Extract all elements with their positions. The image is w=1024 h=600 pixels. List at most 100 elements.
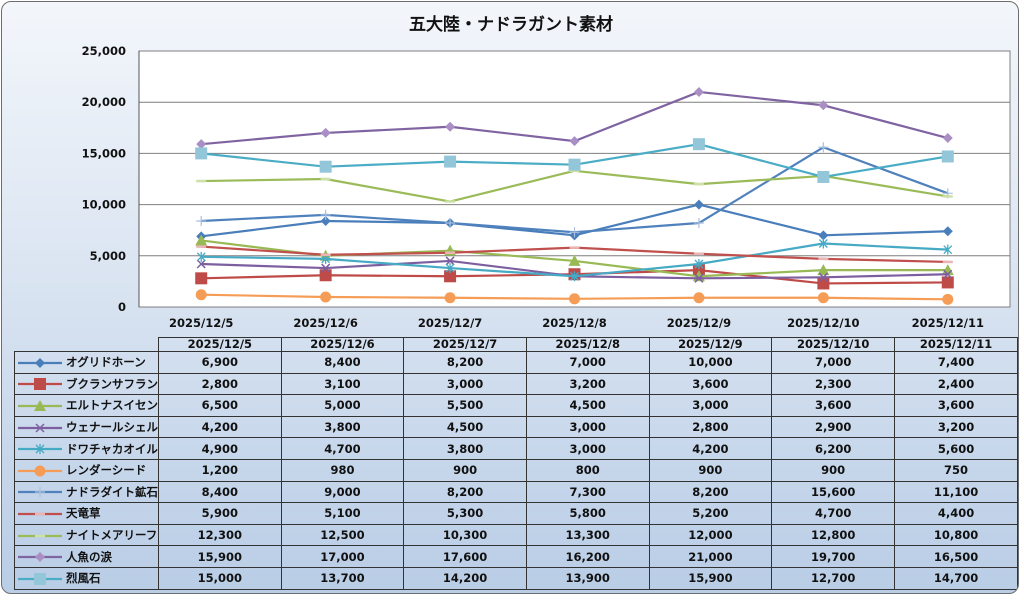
table-cell: 4,900 — [158, 437, 282, 460]
series-legend-cell: オグリドホーン — [14, 351, 159, 374]
data-point — [320, 127, 331, 138]
table-cell: 7,400 — [894, 351, 1018, 374]
table-cell: 7,000 — [525, 351, 650, 374]
table-cell: 980 — [280, 458, 405, 482]
data-point — [444, 292, 456, 304]
table-cell: 6,200 — [771, 437, 896, 460]
table-cell: 7,000 — [771, 351, 896, 374]
data-point — [569, 227, 580, 238]
x-tick-label: 2025/12/7 — [418, 316, 482, 330]
data-point — [195, 272, 208, 285]
data-point — [941, 150, 954, 163]
data-point — [943, 269, 953, 279]
table-cell: 17,600 — [403, 545, 527, 568]
table-cell: 5,600 — [894, 437, 1018, 460]
data-point — [692, 138, 705, 151]
plot-area: 0 5,000 10,000 15,000 20,000 25,000 2025/12/5 2… — [82, 44, 1011, 330]
table-header-cell: 2025/12/8 — [525, 337, 650, 352]
series-legend-cell: レンダーシード — [14, 458, 159, 482]
data-point — [817, 170, 830, 183]
table-cell: 6,500 — [158, 394, 282, 417]
table-cell: 4,500 — [403, 415, 527, 439]
table-cell: 12,000 — [648, 523, 773, 547]
data-point — [942, 226, 953, 237]
data-point — [320, 291, 332, 303]
data-point — [196, 139, 207, 150]
data-point — [694, 273, 704, 283]
series-name: エルトナスイセン — [66, 398, 158, 413]
table-row: エルトナスイセン 6,500 5,000 5,500 4,500 3,000 3,600 3,… — [14, 394, 1018, 417]
data-point — [818, 238, 828, 249]
data-point — [444, 155, 457, 168]
legend-key-icon — [18, 399, 62, 411]
data-point — [445, 218, 456, 229]
table-cell: 5,300 — [403, 502, 527, 525]
table-cell: 2,300 — [771, 372, 896, 396]
table-cell: 10,000 — [648, 351, 773, 374]
table-cell: 5,000 — [280, 394, 405, 417]
series-legend-cell: ブクランサフラン — [14, 372, 159, 396]
table-cell: 5,200 — [648, 502, 773, 525]
table-row: 天竜草 5,900 5,100 5,300 5,800 5,200 4,700 4,400 — [14, 502, 1018, 525]
table-cell: 12,500 — [280, 523, 405, 547]
legend-key-marker — [35, 444, 45, 455]
table-cell: 2,800 — [158, 372, 282, 396]
data-table: 2025/12/5 2025/12/6 2025/12/7 2025/12/8 2025… — [14, 337, 1018, 590]
table-header-cell: 2025/12/11 — [894, 337, 1018, 352]
series-legend-cell: エルトナスイセン — [14, 394, 159, 417]
legend-marker — [35, 552, 45, 563]
legend-key-icon — [18, 534, 62, 537]
y-tick-label: 10,000 — [82, 198, 126, 212]
y-tick-label: 20,000 — [82, 95, 126, 109]
table-cell: 14,700 — [894, 566, 1018, 590]
data-point — [320, 209, 331, 220]
table-row: ドワチャカオイル 4,900 4,700 3,800 3,000 4,200 6,200 5,… — [14, 437, 1018, 460]
series-10 — [196, 86, 953, 150]
data-point — [817, 277, 830, 290]
table-cell: 1,200 — [158, 458, 282, 482]
legend-marker — [35, 444, 45, 455]
y-tick-label: 15,000 — [82, 146, 126, 160]
data-point — [568, 254, 581, 266]
legend-marker — [35, 423, 45, 433]
x-tick-label: 2025/12/9 — [667, 316, 731, 330]
series-name: ナイトメアリーフ — [66, 528, 158, 543]
data-point — [195, 234, 208, 246]
series-legend-cell: 烈風石 — [14, 566, 159, 590]
table-row: ウェナールシェル 4,200 3,800 4,500 3,000 2,800 2,900 3,… — [14, 415, 1018, 439]
data-point — [195, 289, 207, 301]
table-cell: 3,000 — [525, 437, 650, 460]
table-cell: 4,500 — [525, 394, 650, 417]
table-cell: 8,400 — [158, 480, 282, 504]
table-cell: 21,000 — [648, 545, 773, 568]
data-point — [818, 272, 828, 282]
legend-marker — [34, 572, 46, 585]
legend-key-marker — [35, 423, 45, 433]
table-cell: 4,700 — [280, 437, 405, 460]
data-point — [693, 199, 704, 210]
legend-marker — [35, 487, 45, 498]
series-7 — [196, 142, 953, 238]
data-point — [942, 133, 953, 144]
series-name: ウェナールシェル — [66, 420, 158, 435]
table-cell: 5,100 — [280, 502, 405, 525]
y-tick-label: 5,000 — [90, 249, 126, 263]
data-point — [693, 292, 705, 304]
legend-key-icon — [18, 465, 62, 477]
table-cell: 9,000 — [280, 480, 405, 504]
data-point — [445, 256, 455, 266]
table-cell: 8,200 — [403, 351, 527, 374]
data-point — [568, 158, 581, 171]
table-cell: 3,000 — [403, 372, 527, 396]
table-cell: 6,900 — [158, 351, 282, 374]
legend-marker — [34, 465, 46, 477]
table-cell: 19,700 — [771, 545, 896, 568]
series-legend-cell: 人魚の涙 — [14, 545, 159, 568]
table-cell: 11,100 — [894, 480, 1018, 504]
series-legend-cell: 天竜草 — [14, 502, 159, 525]
table-cell: 2,900 — [771, 415, 896, 439]
data-point — [693, 218, 704, 229]
data-point — [818, 142, 829, 153]
table-cell: 12,700 — [771, 566, 896, 590]
data-point — [817, 292, 829, 304]
